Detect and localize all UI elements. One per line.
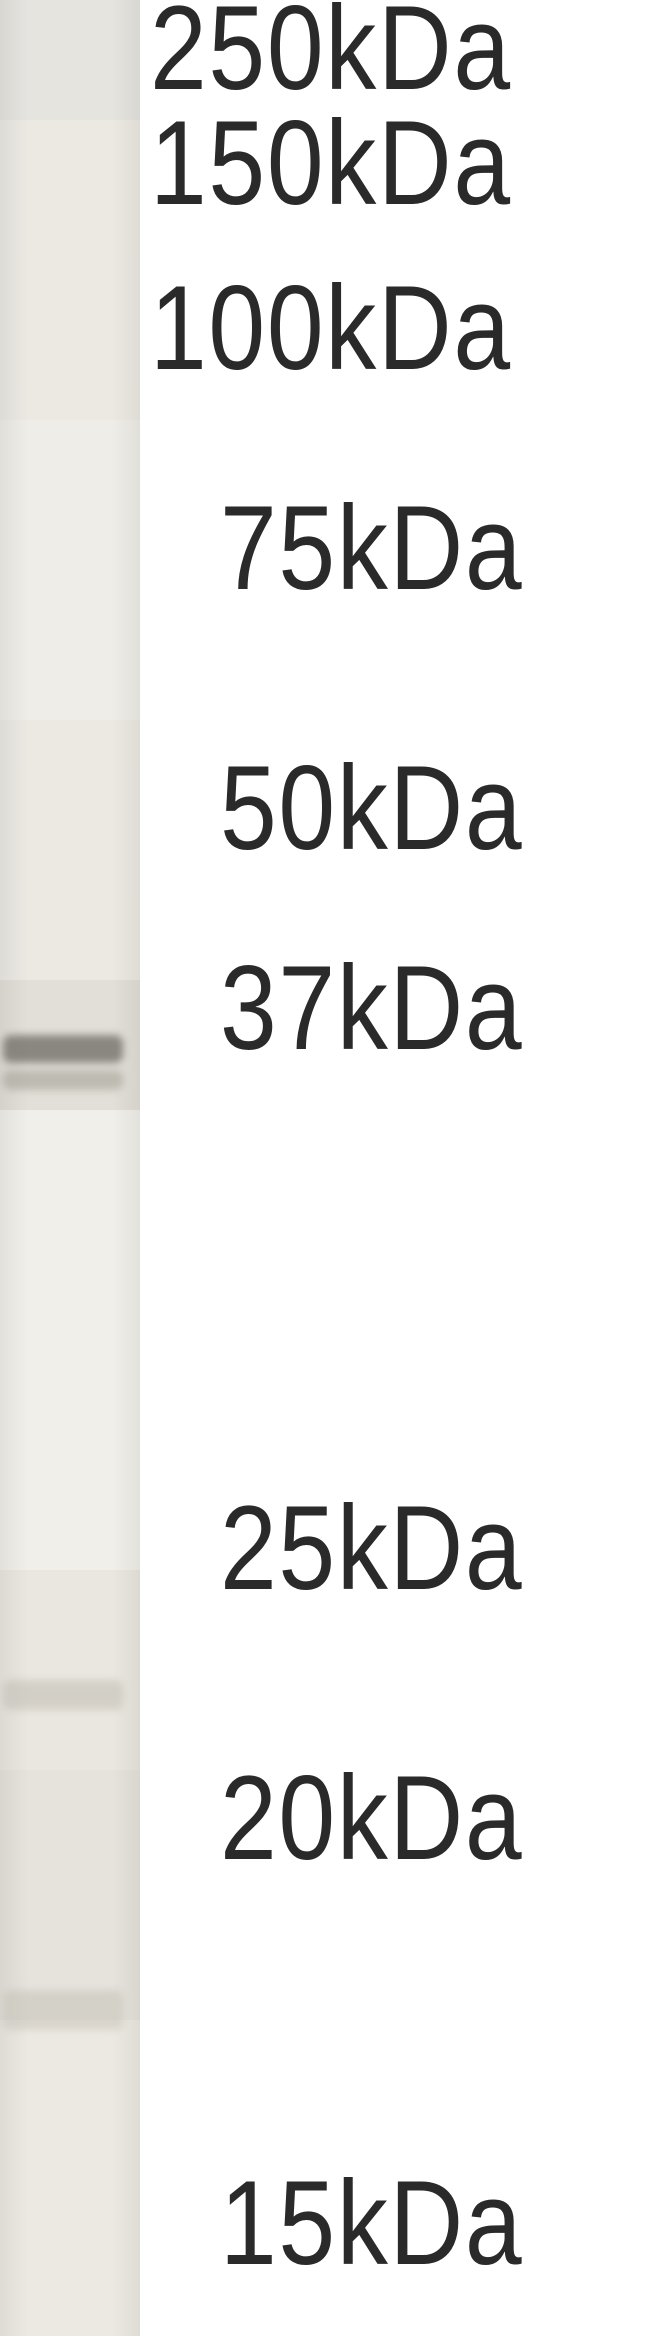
marker-label: 75kDa <box>220 479 523 617</box>
blot-figure: 250kDa150kDa100kDa75kDa50kDa37kDa25kDa20… <box>0 0 650 2336</box>
marker-label: 20kDa <box>220 1749 523 1887</box>
protein-band <box>3 1680 123 1710</box>
protein-band <box>3 1070 123 1090</box>
blot-lane <box>0 0 140 2336</box>
marker-label: 25kDa <box>220 1479 523 1617</box>
lane-background <box>0 0 140 2336</box>
marker-label: 15kDa <box>220 2154 523 2292</box>
marker-label: 100kDa <box>150 259 512 397</box>
marker-label: 150kDa <box>150 94 512 232</box>
lane-edge-shade <box>0 0 140 2336</box>
marker-label: 50kDa <box>220 739 523 877</box>
protein-band <box>3 1990 123 2030</box>
marker-label: 37kDa <box>220 939 523 1077</box>
protein-band <box>3 1035 123 1063</box>
